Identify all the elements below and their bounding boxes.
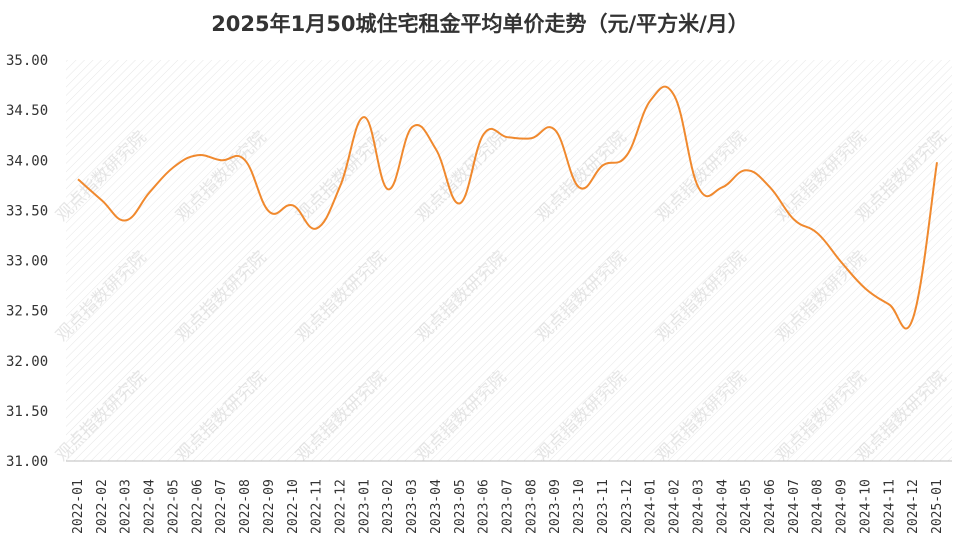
- data-point: [339, 184, 341, 186]
- data-point: [148, 191, 150, 193]
- x-tick-label: 2023-05: [453, 479, 468, 534]
- x-tick-label: 2024-11: [882, 479, 897, 534]
- x-tick-label: 2023-07: [501, 479, 516, 534]
- x-tick-label: 2024-02: [668, 479, 683, 534]
- data-point: [268, 210, 270, 212]
- data-point: [793, 218, 795, 220]
- y-tick-label: 33.50: [6, 203, 48, 219]
- x-tick-label: 2024-03: [691, 479, 706, 534]
- data-point: [363, 116, 365, 118]
- x-tick-label: 2023-10: [572, 479, 587, 534]
- data-point: [745, 169, 747, 171]
- x-tick-label: 2024-07: [787, 479, 802, 534]
- x-tick-label: 2022-07: [214, 479, 229, 534]
- y-tick-label: 32.00: [6, 354, 48, 370]
- data-point: [435, 148, 437, 150]
- data-point: [936, 161, 938, 163]
- y-tick-label: 34.00: [6, 153, 48, 169]
- data-point: [315, 227, 317, 229]
- data-point: [459, 202, 461, 204]
- data-point: [697, 186, 699, 188]
- x-tick-label: 2022-06: [190, 479, 205, 534]
- data-point: [101, 199, 103, 201]
- y-tick-label: 34.50: [6, 103, 48, 119]
- data-point: [649, 99, 651, 101]
- y-tick-label: 31.00: [6, 454, 48, 470]
- data-point: [244, 159, 246, 161]
- data-point: [482, 133, 484, 135]
- x-tick-label: 2024-01: [644, 479, 659, 534]
- data-point: [888, 303, 890, 305]
- x-tick-label: 2023-04: [429, 479, 444, 534]
- x-tick-label: 2022-01: [71, 479, 86, 534]
- y-tick-label: 35.00: [6, 53, 48, 69]
- plot-area: [66, 60, 952, 461]
- x-tick-label: 2022-11: [310, 479, 325, 534]
- x-tick-label: 2022-10: [286, 479, 301, 534]
- data-point: [506, 136, 508, 138]
- chart-title: 2025年1月50城住宅租金平均单价走势（元/平方米/月）: [211, 12, 749, 36]
- x-tick-label: 2024-10: [858, 479, 873, 534]
- data-point: [602, 164, 604, 166]
- data-point: [816, 232, 818, 234]
- data-point: [912, 316, 914, 318]
- x-tick-label: 2024-04: [715, 479, 730, 534]
- data-point: [673, 95, 675, 97]
- data-point: [387, 188, 389, 190]
- x-tick-label: 2023-11: [596, 479, 611, 534]
- data-point: [292, 204, 294, 206]
- x-tick-label: 2023-09: [548, 479, 563, 534]
- data-point: [721, 186, 723, 188]
- data-point: [840, 261, 842, 263]
- x-tick-label: 2022-05: [166, 479, 181, 534]
- x-tick-label: 2024-08: [811, 479, 826, 534]
- data-point: [864, 287, 866, 289]
- x-tick-label: 2023-03: [405, 479, 420, 534]
- x-tick-label: 2023-12: [620, 479, 635, 534]
- x-tick-label: 2023-01: [357, 479, 372, 534]
- x-tick-label: 2022-08: [238, 479, 253, 534]
- x-tick-label: 2022-09: [262, 479, 277, 534]
- data-point: [626, 154, 628, 156]
- data-point: [769, 186, 771, 188]
- y-tick-label: 32.50: [6, 304, 48, 320]
- data-point: [411, 126, 413, 128]
- data-point: [220, 159, 222, 161]
- x-tick-label: 2022-03: [119, 479, 134, 534]
- x-axis-ticks: 2022-01 2022-02 2022-03 2022-04 2022-05 2022-…: [71, 479, 945, 534]
- data-point: [554, 129, 556, 131]
- x-tick-label: 2024-09: [835, 479, 850, 534]
- data-point: [77, 178, 79, 180]
- data-point: [172, 166, 174, 168]
- x-tick-label: 2022-02: [95, 479, 110, 534]
- x-tick-label: 2024-12: [906, 479, 921, 534]
- rent-series-line: [77, 85, 938, 330]
- y-tick-label: 33.00: [6, 254, 48, 270]
- x-tick-label: 2025-01: [930, 479, 945, 534]
- y-tick-label: 31.50: [6, 404, 48, 420]
- x-tick-label: 2022-04: [143, 479, 158, 534]
- x-tick-label: 2022-12: [333, 479, 348, 534]
- data-point: [196, 154, 198, 156]
- x-tick-label: 2023-06: [477, 479, 492, 534]
- y-axis-ticks: 31.00 31.50 32.00 32.50 33.00 33.50 34.00 34.50…: [6, 53, 48, 470]
- data-point: [530, 137, 532, 139]
- x-tick-label: 2023-08: [524, 479, 539, 534]
- x-tick-label: 2024-05: [739, 479, 754, 534]
- x-tick-label: 2024-06: [763, 479, 778, 534]
- data-point: [578, 186, 580, 188]
- data-point: [125, 219, 127, 221]
- x-tick-label: 2023-02: [381, 479, 396, 534]
